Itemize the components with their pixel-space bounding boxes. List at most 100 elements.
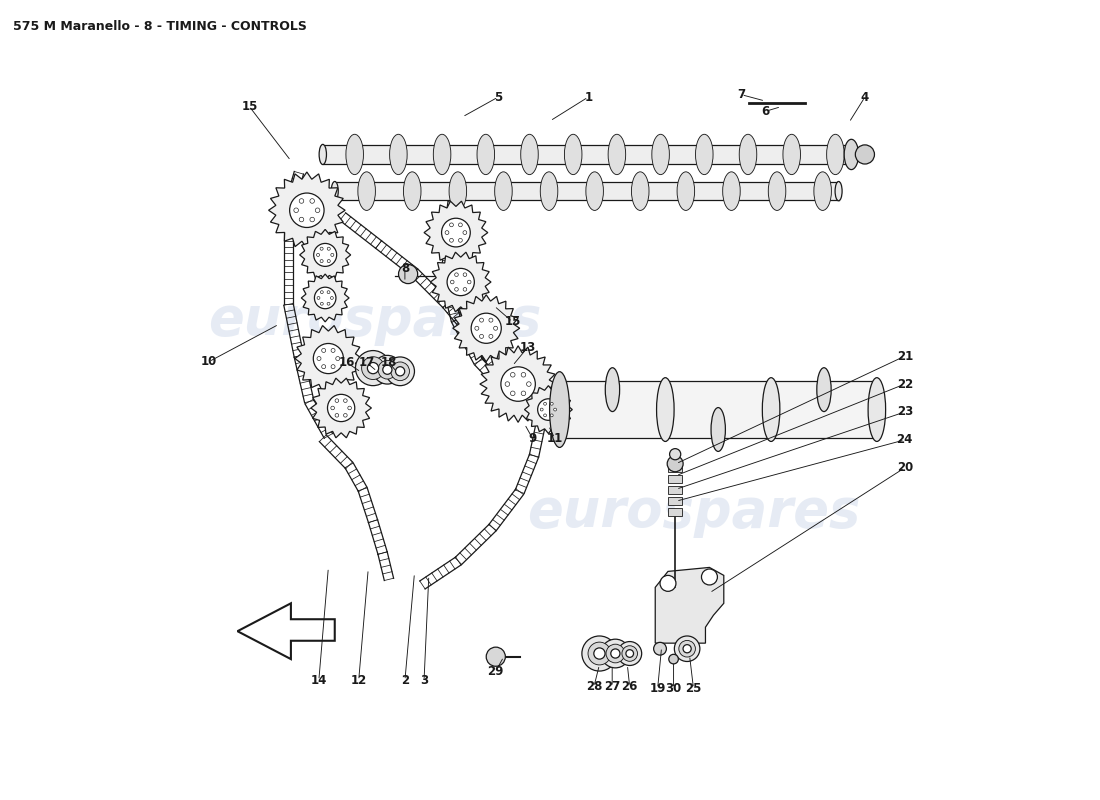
Text: 12: 12 [351,674,366,687]
Polygon shape [453,294,519,362]
Ellipse shape [564,134,582,174]
Ellipse shape [319,144,327,165]
Circle shape [398,265,418,284]
Circle shape [494,326,497,330]
Text: 11: 11 [547,432,563,445]
Circle shape [321,365,326,369]
Circle shape [621,646,638,662]
Circle shape [317,254,320,257]
Text: 3: 3 [420,674,428,687]
Ellipse shape [711,407,725,451]
Text: 1: 1 [584,90,592,103]
Ellipse shape [550,372,570,447]
Ellipse shape [844,139,858,170]
Text: 6: 6 [761,105,769,118]
Ellipse shape [520,134,538,174]
Circle shape [310,218,315,222]
Circle shape [327,247,330,250]
Circle shape [488,318,493,322]
Circle shape [521,391,526,396]
Circle shape [378,360,397,379]
Circle shape [594,648,605,659]
Circle shape [330,297,333,299]
Text: 29: 29 [487,665,504,678]
Circle shape [447,268,474,296]
Text: 5: 5 [494,90,503,103]
Text: 25: 25 [685,682,702,695]
Circle shape [317,357,321,361]
Ellipse shape [495,172,513,210]
Text: 22: 22 [896,378,913,390]
Text: eurospares: eurospares [527,486,860,538]
Circle shape [669,654,679,664]
Ellipse shape [868,378,886,442]
Circle shape [383,365,392,374]
Ellipse shape [826,134,844,174]
Ellipse shape [345,134,363,174]
Circle shape [362,357,384,379]
Circle shape [521,373,526,377]
Circle shape [299,198,304,203]
Text: 7: 7 [737,88,746,101]
Text: 18: 18 [381,356,397,369]
Text: eurospares: eurospares [208,294,541,346]
Circle shape [488,334,493,338]
Circle shape [856,145,875,164]
Ellipse shape [586,172,604,210]
Circle shape [314,243,337,266]
Circle shape [315,287,336,309]
Bar [560,381,877,438]
Circle shape [310,198,315,203]
Circle shape [336,399,339,402]
Circle shape [540,408,543,411]
Ellipse shape [723,172,740,210]
Text: 15: 15 [241,100,257,113]
Ellipse shape [848,144,855,165]
Ellipse shape [762,378,780,442]
Circle shape [294,208,298,213]
Circle shape [543,414,547,417]
Circle shape [618,642,641,666]
Circle shape [510,391,515,396]
Circle shape [553,408,557,411]
Circle shape [314,343,343,374]
Circle shape [450,280,454,284]
Circle shape [459,223,462,226]
Circle shape [331,254,334,257]
Circle shape [373,355,402,384]
Circle shape [299,218,304,222]
Circle shape [336,357,340,361]
Circle shape [626,650,634,658]
Circle shape [343,414,348,417]
Circle shape [550,402,553,406]
Circle shape [475,326,478,330]
Circle shape [486,647,505,666]
Circle shape [331,349,335,353]
Ellipse shape [433,134,451,174]
Polygon shape [299,230,351,281]
Ellipse shape [817,368,832,411]
Polygon shape [480,346,557,422]
Ellipse shape [605,368,619,411]
Ellipse shape [657,378,674,442]
Circle shape [348,406,351,410]
Circle shape [331,406,334,410]
Text: 23: 23 [896,406,913,418]
Circle shape [336,414,339,417]
Text: 9: 9 [528,432,537,445]
Circle shape [396,366,405,376]
Circle shape [320,290,323,294]
Circle shape [463,230,466,234]
Bar [668,508,682,515]
Circle shape [321,349,326,353]
Circle shape [327,302,330,305]
Circle shape [653,642,667,655]
Text: 15: 15 [504,315,520,328]
Bar [668,464,682,472]
Bar [668,486,682,494]
Circle shape [674,636,700,662]
Ellipse shape [695,134,713,174]
Circle shape [316,208,320,213]
Polygon shape [268,172,345,249]
Circle shape [543,402,547,406]
